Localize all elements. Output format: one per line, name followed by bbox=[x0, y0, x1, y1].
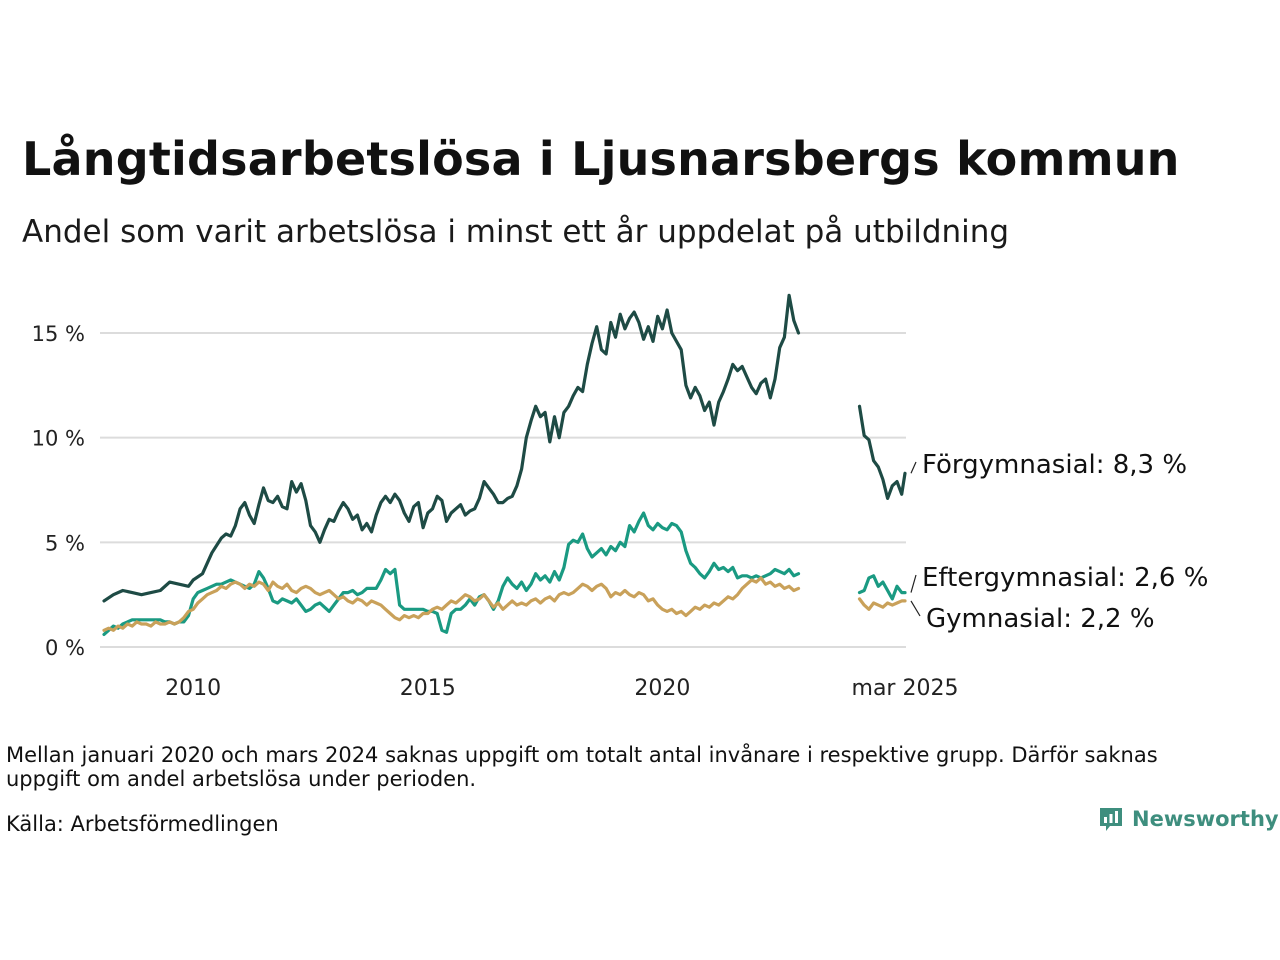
series-line-eftergymnasial bbox=[102, 511, 801, 636]
label-leader-line bbox=[910, 461, 917, 474]
chart-title: Långtidsarbetslösa i Ljusnarsbergs kommu… bbox=[22, 132, 1180, 186]
gridlines bbox=[100, 332, 906, 648]
brand-logo: Newsworthy bbox=[1098, 806, 1279, 832]
line-chart: 0 % 5 % 10 % 15 % 2010 2015 2020 mar 2025 Förg… bbox=[32, 293, 1208, 701]
chart-subtitle: Andel som varit arbetslösa i minst ett å… bbox=[22, 214, 1010, 250]
series-lines bbox=[102, 293, 907, 636]
end-labels: Förgymnasial: 8,3 % Eftergymnasial: 2,6 %… bbox=[910, 450, 1208, 634]
y-tick-label: 5 % bbox=[45, 531, 85, 555]
y-tick-label: 15 % bbox=[32, 322, 85, 346]
x-tick-label: 2010 bbox=[165, 676, 221, 701]
end-label-eftergymnasial: Eftergymnasial: 2,6 % bbox=[922, 563, 1208, 593]
series-line-gymnasial bbox=[857, 597, 907, 611]
end-label-gymnasial: Gymnasial: 2,2 % bbox=[926, 604, 1155, 634]
series-line-eftergymnasial bbox=[857, 574, 907, 601]
footnote: Mellan januari 2020 och mars 2024 saknas… bbox=[6, 743, 1158, 791]
source-text: Källa: Arbetsförmedlingen bbox=[6, 812, 279, 836]
y-axis-ticks: 0 % 5 % 10 % 15 % bbox=[32, 322, 85, 660]
label-leader-line bbox=[910, 600, 921, 617]
series-line-förgymnasial bbox=[857, 404, 907, 500]
brand-name: Newsworthy bbox=[1132, 807, 1279, 831]
label-leader-line bbox=[910, 574, 917, 593]
series-line-gymnasial bbox=[102, 576, 801, 632]
y-tick-label: 10 % bbox=[32, 427, 85, 451]
end-label-förgymnasial: Förgymnasial: 8,3 % bbox=[922, 450, 1187, 480]
series-line-förgymnasial bbox=[102, 293, 801, 603]
y-tick-label: 0 % bbox=[45, 636, 85, 660]
x-tick-label: mar 2025 bbox=[852, 676, 959, 701]
x-tick-label: 2015 bbox=[400, 676, 456, 701]
x-tick-label: 2020 bbox=[634, 676, 690, 701]
x-axis-ticks: 2010 2015 2020 mar 2025 bbox=[165, 676, 958, 701]
bar-chart-icon bbox=[1100, 808, 1122, 831]
